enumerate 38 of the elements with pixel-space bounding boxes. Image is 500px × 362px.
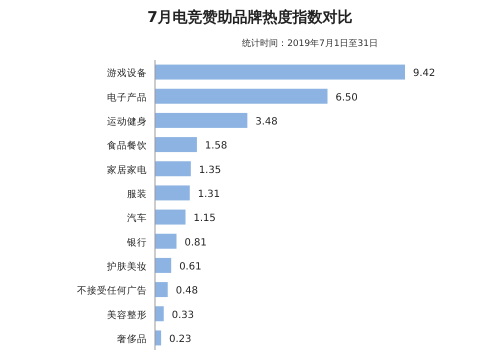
chart-title: 7月电竞赞助品牌热度指数对比 (147, 8, 353, 26)
bar (155, 258, 172, 273)
data-label: 1.15 (194, 213, 216, 224)
y-tick-label: 服装 (127, 188, 147, 200)
chart-subtitle: 统计时间：2019年7月1日至31日 (242, 38, 378, 49)
data-label: 1.35 (198, 164, 222, 176)
bar (155, 161, 191, 176)
data-label: 9.42 (413, 68, 436, 80)
bar (155, 306, 164, 322)
data-label: 0.48 (176, 286, 198, 297)
data-label: 3.48 (255, 116, 278, 128)
y-tick-label: 电子产品 (107, 91, 147, 104)
data-label: 0.81 (184, 237, 207, 248)
y-tick-label: 食品餐饮 (107, 140, 147, 152)
data-label: 0.33 (172, 310, 194, 321)
bar (155, 210, 186, 225)
y-tick-label: 奢侈品 (117, 332, 147, 345)
y-tick-label: 美容整形 (107, 308, 147, 321)
y-tick-label: 家居家电 (107, 164, 147, 176)
bar (155, 282, 168, 298)
bar (155, 234, 176, 249)
data-label: 0.23 (169, 334, 192, 345)
y-tick-label: 游戏设备 (107, 67, 147, 80)
y-tick-label: 运动健身 (107, 115, 147, 128)
y-tick-label: 银行 (126, 237, 147, 248)
data-label: 6.50 (336, 92, 358, 104)
y-tick-label: 护肤美妆 (106, 260, 147, 272)
y-tick-label: 不接受任何广告 (77, 284, 147, 297)
bar (155, 330, 162, 346)
data-label: 1.58 (204, 140, 228, 152)
y-tick-label: 汽车 (127, 212, 147, 224)
bar (155, 88, 328, 104)
bar (155, 137, 197, 152)
bar (155, 185, 190, 200)
bar (155, 112, 248, 128)
bar (155, 64, 405, 80)
data-label: 1.31 (198, 188, 220, 200)
data-label: 0.61 (179, 261, 202, 272)
